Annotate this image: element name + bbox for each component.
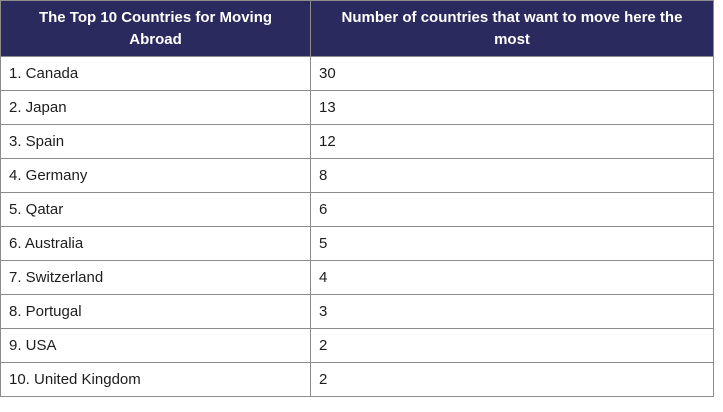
country-cell: 2. Japan: [0, 90, 311, 125]
country-cell: 4. Germany: [0, 158, 311, 193]
country-cell: 6. Australia: [0, 226, 311, 261]
country-cell: 8. Portugal: [0, 294, 311, 329]
value-cell: 4: [310, 260, 714, 295]
table-row: 8. Portugal 3: [0, 294, 714, 329]
country-cell: 5. Qatar: [0, 192, 311, 227]
table-row: 9. USA 2: [0, 328, 714, 363]
country-cell: 1. Canada: [0, 56, 311, 91]
value-cell: 8: [310, 158, 714, 193]
country-cell: 3. Spain: [0, 124, 311, 159]
table-row: 2. Japan 13: [0, 90, 714, 125]
table-row: 7. Switzerland 4: [0, 260, 714, 295]
value-cell: 6: [310, 192, 714, 227]
country-cell: 7. Switzerland: [0, 260, 311, 295]
value-cell: 30: [310, 56, 714, 91]
value-cell: 12: [310, 124, 714, 159]
value-cell: 2: [310, 328, 714, 363]
value-cell: 3: [310, 294, 714, 329]
table-row: 6. Australia 5: [0, 226, 714, 261]
country-cell: 9. USA: [0, 328, 311, 363]
table-row: 4. Germany 8: [0, 158, 714, 193]
value-cell: 13: [310, 90, 714, 125]
table-row: 10. United Kingdom 2: [0, 362, 714, 397]
value-cell: 5: [310, 226, 714, 261]
value-cell: 2: [310, 362, 714, 397]
header-country-column: The Top 10 Countries for Moving Abroad: [0, 0, 311, 57]
table-row: 3. Spain 12: [0, 124, 714, 159]
table-row: 1. Canada 30: [0, 56, 714, 91]
header-value-column: Number of countries that want to move he…: [310, 0, 714, 57]
header-row: The Top 10 Countries for Moving Abroad N…: [0, 0, 714, 57]
country-cell: 10. United Kingdom: [0, 362, 311, 397]
table-row: 5. Qatar 6: [0, 192, 714, 227]
top-countries-table: The Top 10 Countries for Moving Abroad N…: [0, 0, 714, 397]
